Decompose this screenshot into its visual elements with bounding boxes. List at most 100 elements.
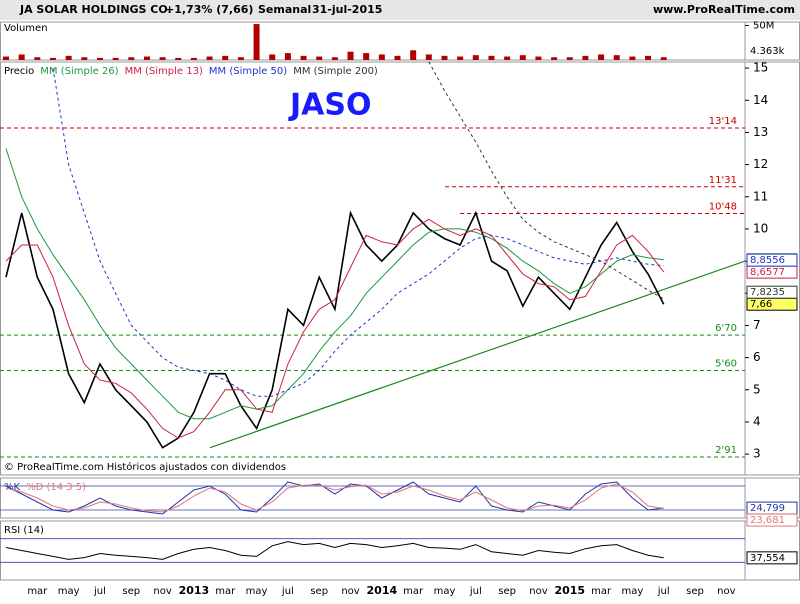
y-tick-label: 13 — [753, 125, 768, 139]
legend-entry: MM (Simple 13) — [125, 66, 203, 77]
volume-bar — [472, 55, 479, 60]
symbol-annotation: JASO — [288, 88, 372, 123]
legend-entry: %K — [4, 482, 21, 493]
y-tick-label: 3 — [753, 447, 761, 461]
date: 31-jul-2015 — [312, 3, 382, 16]
y-tick-label: 14 — [753, 93, 768, 107]
change: +1,73% (7,66) — [165, 3, 253, 16]
level-label: 2'91 — [715, 445, 737, 456]
volume-bar — [457, 56, 464, 60]
y-tick-label: 7 — [753, 318, 761, 332]
legend-entry: %D (14 3 5) — [26, 482, 86, 493]
panel-frame — [0, 61, 800, 476]
volume-bar — [347, 51, 354, 60]
series-line — [428, 61, 664, 300]
volume-bar — [300, 55, 307, 60]
volume-bar — [175, 57, 182, 60]
value-box — [746, 285, 798, 299]
value-box-label: 23,681 — [750, 515, 785, 526]
volume-bar — [128, 57, 135, 60]
volume-bar — [551, 57, 558, 60]
value-box — [746, 253, 798, 267]
legend-entry: MM (Simple 200) — [293, 66, 378, 77]
panel-frame — [0, 477, 800, 519]
x-tick-label: nov — [153, 586, 171, 597]
volume-bar — [629, 56, 636, 60]
x-tick-label: nov — [341, 586, 359, 597]
volume-bar — [253, 24, 260, 60]
level-label: 10'48 — [709, 201, 737, 212]
x-tick-label: jul — [657, 586, 670, 597]
y-tick-label: 15 — [753, 61, 768, 75]
y-tick-label: 5 — [753, 382, 761, 396]
x-tick-label: may — [246, 586, 268, 597]
x-tick-label: 2014 — [367, 584, 398, 597]
x-tick-label: 2015 — [554, 584, 585, 597]
series-line — [5, 210, 665, 449]
x-tick-label: mar — [215, 586, 236, 597]
volume-bar — [598, 54, 605, 60]
level-label: 5'60 — [715, 358, 737, 369]
series-line — [5, 483, 664, 513]
volume-bar — [519, 55, 526, 60]
value-box-label: 7,8235 — [750, 287, 785, 298]
y-tick-label: 50M — [753, 20, 774, 31]
volume-bar — [65, 55, 72, 60]
y-tick-label: 4 — [753, 414, 761, 428]
volume-bar — [206, 56, 213, 60]
y-tick-label: 10 — [753, 221, 768, 235]
volume-bar — [378, 54, 385, 60]
y-tick-label: 6 — [753, 350, 761, 364]
volume-bar — [394, 55, 401, 60]
volume-bar — [363, 53, 370, 60]
period: Semanal — [258, 3, 311, 16]
y-tick-label: 11 — [753, 189, 768, 203]
x-tick-label: sep — [498, 586, 516, 597]
last-volume-label: 4.363k — [750, 46, 785, 57]
website: www.ProRealTime.com — [653, 3, 795, 16]
volume-bar — [613, 55, 620, 60]
volume-bar — [143, 56, 150, 60]
value-box-label: 8,8556 — [750, 255, 785, 266]
level-label: 11'31 — [709, 175, 737, 186]
legend-entry: MM (Simple 26) — [40, 66, 118, 77]
volume-bar — [582, 55, 589, 60]
footer: © ProRealTime.com Históricos ajustados c… — [4, 461, 286, 473]
volume-bar — [284, 53, 291, 60]
value-box-label: 8,6577 — [750, 267, 785, 278]
value-box — [746, 551, 798, 565]
volume-bar — [331, 57, 338, 60]
x-tick-label: may — [58, 586, 80, 597]
x-tick-label: sep — [122, 586, 140, 597]
x-tick-label: 2013 — [179, 584, 210, 597]
volume-bar — [504, 56, 511, 60]
x-tick-label: jul — [93, 586, 106, 597]
volume-bar — [441, 55, 448, 60]
series-line — [5, 541, 664, 560]
x-tick-label: mar — [27, 586, 48, 597]
volume-bar — [96, 57, 103, 60]
x-tick-label: sep — [310, 586, 328, 597]
volume-bar — [645, 55, 652, 60]
volume-bar — [34, 57, 41, 60]
series-line — [5, 481, 664, 515]
x-tick-label: mar — [591, 586, 612, 597]
volume-bar — [18, 54, 25, 60]
panel-frame — [0, 520, 800, 581]
level-label: 6'70 — [715, 323, 737, 334]
x-tick-label: may — [622, 586, 644, 597]
x-tick-label: jul — [469, 586, 482, 597]
volume-bar — [190, 57, 197, 60]
legend-entry: RSI (14) — [4, 525, 44, 536]
x-tick-label: may — [434, 586, 456, 597]
volume-bar — [535, 56, 542, 60]
panel-frame — [0, 21, 800, 61]
x-tick-label: mar — [403, 586, 424, 597]
value-box-label: 37,554 — [750, 553, 785, 564]
legend-entry: MM (Simple 50) — [209, 66, 287, 77]
x-tick-label: nov — [717, 586, 735, 597]
trendline — [209, 260, 746, 449]
volume-bar — [112, 57, 119, 60]
value-box — [746, 513, 798, 527]
